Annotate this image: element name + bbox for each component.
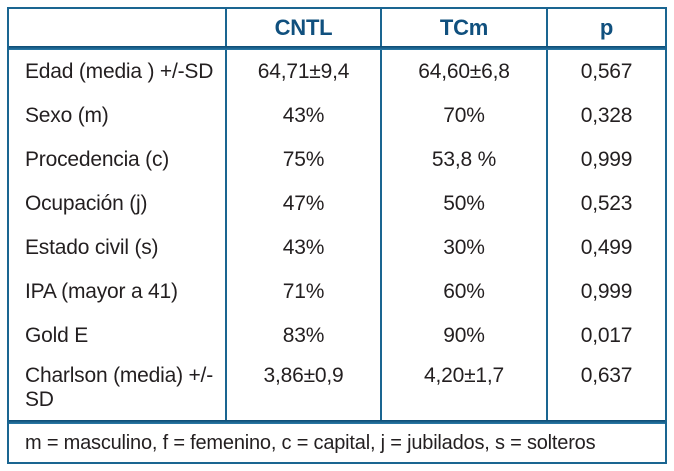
p-value: 0,523 (580, 192, 633, 215)
p-value: 0,328 (580, 104, 633, 127)
table-row: Edad (media ) +/-SD 64,71±9,4 64,60±6,8 … (9, 50, 665, 94)
row-label: Ocupación (j) (9, 182, 227, 226)
row-label: IPA (mayor a 41) (9, 270, 227, 314)
row-label: Estado civil (s) (9, 226, 227, 270)
header-cell-p: p (599, 14, 614, 40)
row-label: Sexo (m) (9, 94, 227, 138)
p-value: 0,999 (580, 280, 633, 303)
cntl-value: 3,86±0,9 (227, 358, 382, 420)
p-value: 0,567 (580, 60, 633, 83)
header-cell-empty (9, 9, 227, 46)
p-value: 0,999 (580, 148, 633, 171)
row-label: Procedencia (c) (9, 138, 227, 182)
cntl-value: 43% (227, 94, 382, 138)
tcm-value: 90% (382, 314, 548, 358)
p-value: 0,499 (580, 236, 633, 259)
p-value: 0,637 (580, 364, 633, 387)
table-row: IPA (mayor a 41) 71% 60% 0,999 (9, 270, 665, 314)
cntl-value: 47% (227, 182, 382, 226)
tcm-value: 30% (382, 226, 548, 270)
stats-table: CNTL TCm p Edad (media ) +/-SD 64,71±9,4… (7, 7, 667, 464)
table-row: Ocupación (j) 47% 50% 0,523 (9, 182, 665, 226)
footer-divider-rule (9, 420, 665, 424)
cntl-value: 64,71±9,4 (227, 50, 382, 94)
header-divider-rule (9, 46, 665, 50)
row-label: Edad (media ) +/-SD (9, 50, 227, 94)
table-header-row: CNTL TCm p (9, 9, 665, 46)
header-cell-cntl: CNTL (227, 9, 382, 46)
header-cell-tcm: TCm (382, 9, 548, 46)
tcm-value: 4,20±1,7 (382, 358, 548, 420)
row-label: Gold E (9, 314, 227, 358)
table-row: Gold E 83% 90% 0,017 (9, 314, 665, 358)
row-label: Charlson (media) +/-SD (9, 358, 227, 420)
tcm-value: 64,60±6,8 (382, 50, 548, 94)
tcm-value: 50% (382, 182, 548, 226)
table-row: Sexo (m) 43% 70% 0,328 (9, 94, 665, 138)
tcm-value: 53,8 % (382, 138, 548, 182)
table-footnote: m = masculino, f = femenino, c = capital… (25, 431, 596, 454)
cntl-value: 71% (227, 270, 382, 314)
cntl-value: 83% (227, 314, 382, 358)
p-value: 0,017 (580, 324, 633, 347)
table-row: Charlson (media) +/-SD 3,86±0,9 4,20±1,7… (9, 358, 665, 420)
table-row: Estado civil (s) 43% 30% 0,499 (9, 226, 665, 270)
tcm-value: 60% (382, 270, 548, 314)
table-row: Procedencia (c) 75% 53,8 % 0,999 (9, 138, 665, 182)
cntl-value: 75% (227, 138, 382, 182)
cntl-value: 43% (227, 226, 382, 270)
tcm-value: 70% (382, 94, 548, 138)
